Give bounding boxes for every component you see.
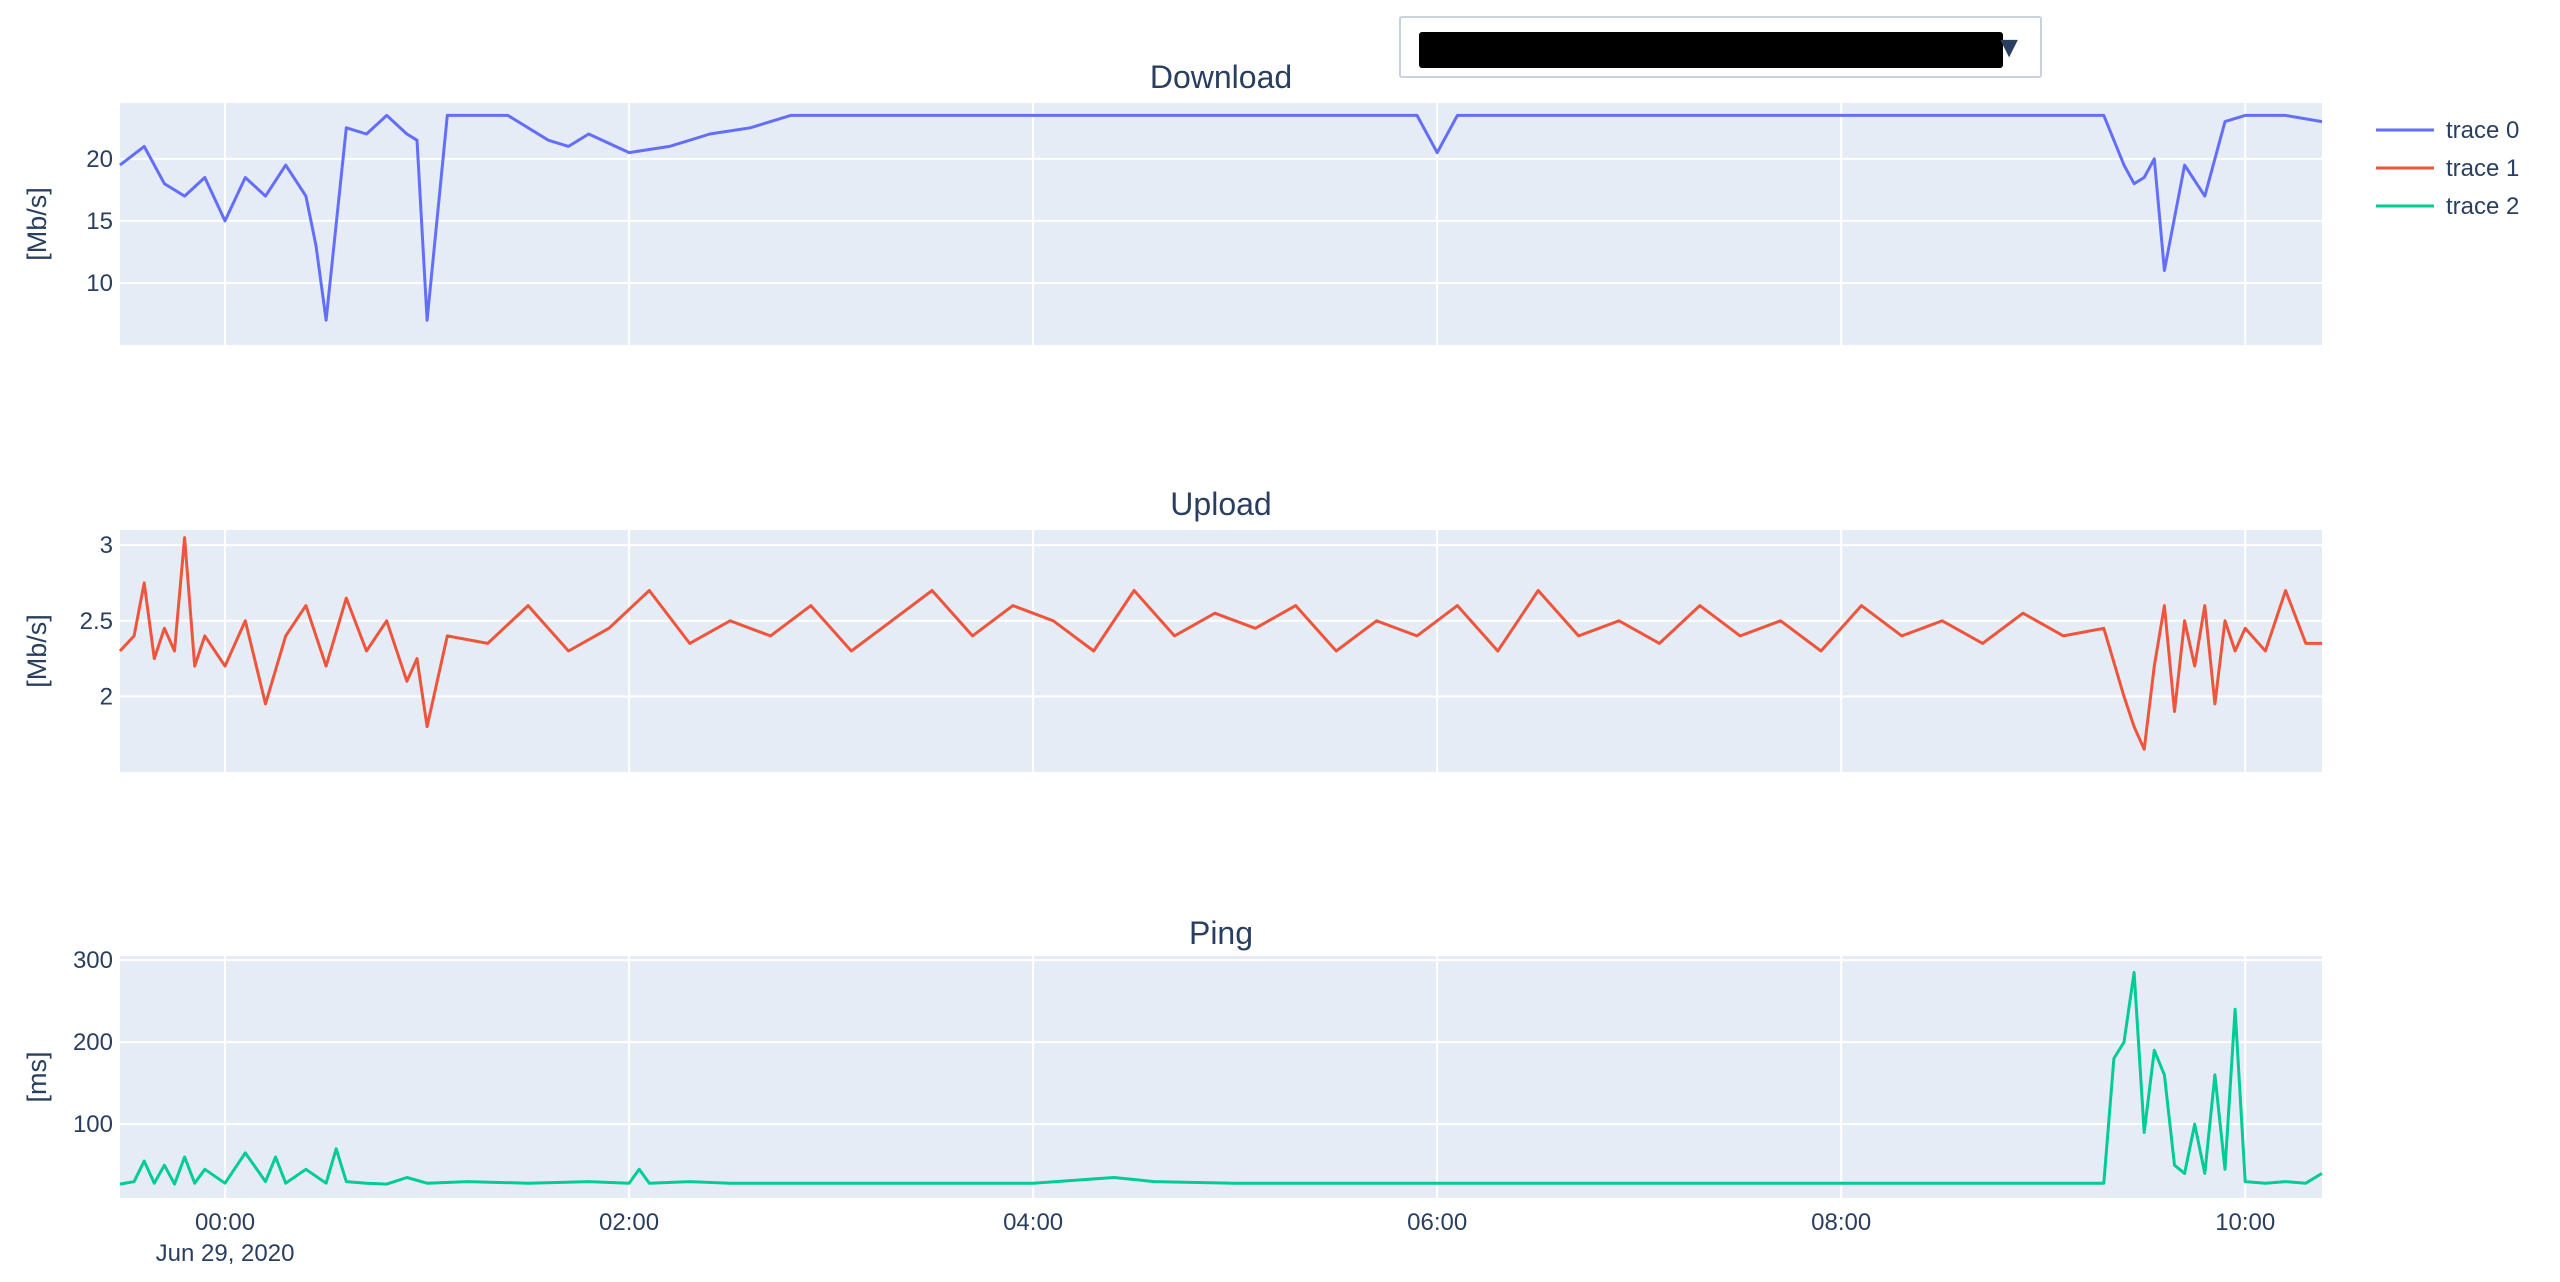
y-axis-label: [Mb/s] <box>22 187 52 261</box>
x-tick-label: 04:00 <box>1003 1209 1063 1236</box>
subplot-title: Upload <box>1170 486 1271 522</box>
dropdown-selected-value <box>1419 32 2003 68</box>
x-axis: 00:00 02:00 04:00 06:00 08:00 10:00 Jun 29, 20… <box>156 1209 2276 1267</box>
subplot-upload: 2 2.5 3 Upload [Mb/s] <box>22 486 2322 772</box>
y-tick-label: 15 <box>86 208 113 235</box>
y-tick-label: 300 <box>73 947 113 974</box>
x-tick-label: 10:00 <box>2215 1209 2275 1236</box>
x-tick-label: 02:00 <box>599 1209 659 1236</box>
y-tick-label: 200 <box>73 1029 113 1056</box>
y-tick-label: 2 <box>100 683 113 710</box>
y-tick-label: 2.5 <box>80 608 113 635</box>
y-tick-label: 10 <box>86 270 113 297</box>
legend-label: trace 1 <box>2446 155 2519 182</box>
plot-background <box>120 103 2322 345</box>
legend: trace 0 trace 1 trace 2 <box>2376 117 2519 220</box>
y-tick-label: 3 <box>100 532 113 559</box>
legend-label: trace 0 <box>2446 117 2519 144</box>
y-axis-label: [Mb/s] <box>22 614 52 688</box>
subplot-ping: 100 200 300 Ping [ms] <box>22 915 2323 1198</box>
legend-label: trace 2 <box>2446 193 2519 220</box>
legend-item[interactable]: trace 2 <box>2376 193 2519 220</box>
dropdown-arrow-icon[interactable]: ▼ <box>1994 31 2024 64</box>
plot-background <box>120 530 2322 772</box>
subplot-title: Download <box>1150 59 1292 95</box>
x-tick-label: 00:00 <box>195 1209 255 1236</box>
subplot-title: Ping <box>1189 915 1253 951</box>
series-line-trace-0 <box>119 113 2323 322</box>
series-line-trace-2 <box>119 970 2323 1186</box>
legend-item[interactable]: trace 1 <box>2376 155 2519 182</box>
plot-background <box>120 956 2322 1198</box>
x-tick-label: 08:00 <box>1811 1209 1871 1236</box>
subplot-download: 10 15 20 Download [Mb/s] <box>22 59 2323 345</box>
x-date-label: Jun 29, 2020 <box>156 1240 295 1267</box>
y-tick-label: 20 <box>86 146 113 173</box>
legend-item[interactable]: trace 0 <box>2376 117 2519 144</box>
series-line-trace-1 <box>118 536 2322 751</box>
series-dropdown[interactable]: ▼ <box>1399 16 2042 78</box>
x-tick-label: 06:00 <box>1407 1209 1467 1236</box>
y-axis-label: [ms] <box>22 1052 52 1103</box>
y-tick-label: 100 <box>73 1111 113 1138</box>
